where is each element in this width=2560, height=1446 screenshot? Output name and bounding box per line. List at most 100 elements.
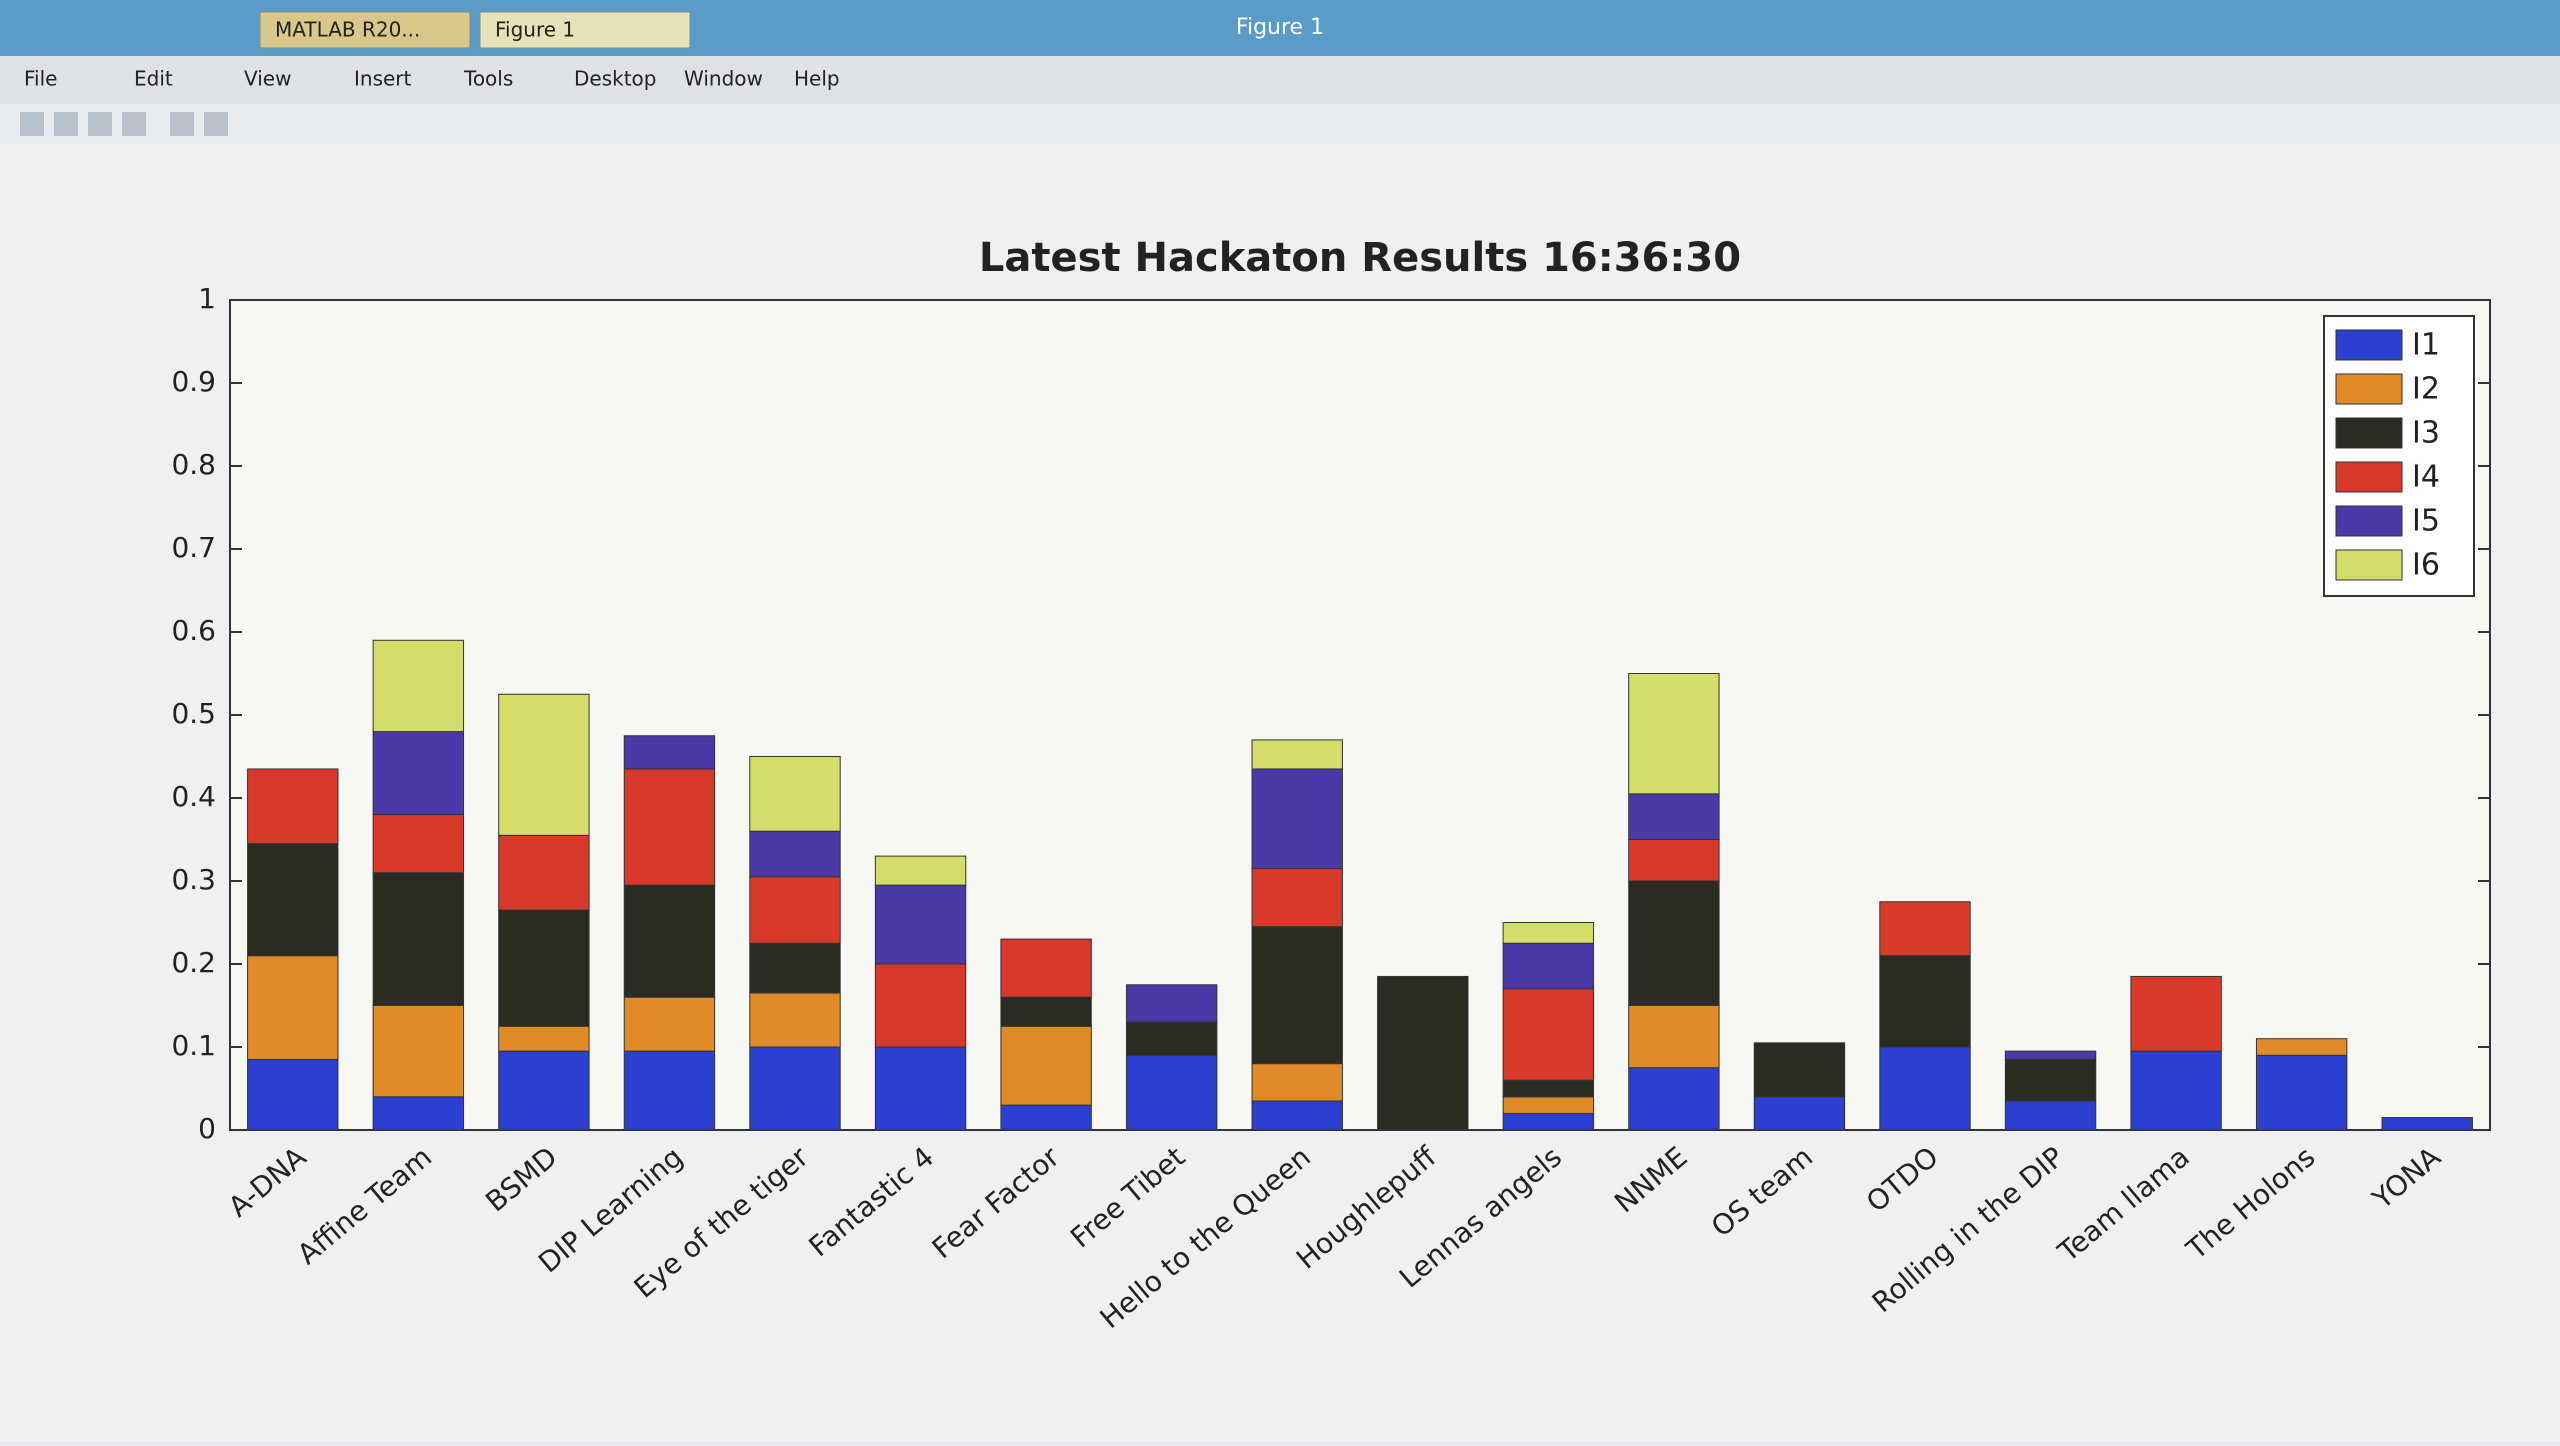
legend-label: I1	[2412, 328, 2440, 363]
bar-segment	[372, 731, 465, 816]
bar-segment	[749, 942, 841, 994]
bar-segment	[372, 872, 465, 1007]
bar-segment	[2004, 1100, 2097, 1131]
bar-segment	[1879, 955, 1971, 1048]
y-tick-label: 0	[198, 1112, 216, 1145]
bar-segment	[1502, 942, 1595, 990]
bar-segment	[1879, 1046, 1971, 1131]
bar-segment	[1879, 901, 1971, 957]
menu-item[interactable]: Tools	[463, 67, 513, 91]
bar-segment	[1251, 926, 1343, 1065]
bar-segment	[1628, 1067, 1720, 1131]
bar-segment	[1251, 868, 1343, 928]
bar-segment	[749, 830, 841, 878]
bar-segment	[247, 768, 339, 845]
menu-item[interactable]: Insert	[354, 67, 412, 91]
menu-bar	[0, 56, 2560, 104]
legend-swatch	[2335, 417, 2403, 449]
tool-icon[interactable]	[170, 112, 194, 136]
bar-segment	[1000, 1104, 1092, 1131]
legend-label: I2	[2412, 372, 2440, 407]
bar-segment	[1125, 1021, 1218, 1056]
bar-segment	[874, 855, 967, 886]
bar-segment	[372, 814, 465, 874]
chart-title: Latest Hackaton Results 16:36:30	[979, 235, 1741, 281]
bar-segment	[498, 834, 590, 911]
bar-segment	[247, 1058, 339, 1131]
bar-segment	[2255, 1038, 2348, 1056]
bar-segment	[1125, 984, 1218, 1023]
legend-label: I5	[2412, 504, 2440, 539]
window-tab[interactable]	[479, 11, 691, 49]
window-tab[interactable]	[259, 11, 471, 49]
legend-label: I6	[2412, 548, 2440, 583]
bar-segment	[874, 1046, 967, 1131]
bar-segment	[1000, 1025, 1092, 1106]
legend-label: I4	[2412, 460, 2440, 495]
tool-icon[interactable]	[20, 112, 44, 136]
bar-segment	[623, 735, 716, 770]
bar-segment	[498, 693, 590, 836]
y-tick-label: 0.9	[171, 365, 216, 398]
bar-segment	[1753, 1096, 1846, 1131]
tool-icon[interactable]	[54, 112, 78, 136]
bar-segment	[623, 884, 716, 998]
bar-segment	[623, 996, 716, 1052]
legend-swatch	[2335, 461, 2403, 493]
bar-segment	[372, 1005, 465, 1098]
bar-segment	[247, 843, 339, 957]
bar-segment	[2004, 1058, 2097, 1102]
plot-area	[229, 299, 2491, 1131]
bar-segment	[1125, 1054, 1218, 1131]
bar-segment	[1753, 1042, 1846, 1098]
bar-segment	[1628, 839, 1720, 882]
bar-segment	[1502, 988, 1595, 1081]
menu-item[interactable]: File	[24, 67, 57, 91]
menu-item[interactable]: Desktop	[574, 67, 656, 91]
bar-segment	[498, 909, 590, 1027]
bar-segment	[2130, 975, 2222, 1052]
bar-segment	[1251, 1100, 1343, 1131]
y-tick-label: 0.6	[171, 614, 216, 647]
y-tick-label: 0.7	[171, 531, 216, 564]
bar-segment	[1502, 1096, 1595, 1114]
bar-segment	[1628, 1005, 1720, 1069]
tool-icon[interactable]	[88, 112, 112, 136]
legend-box	[2323, 315, 2475, 597]
bar-segment	[1251, 1063, 1343, 1102]
bar-segment	[372, 639, 465, 733]
tool-icon[interactable]	[204, 112, 228, 136]
bar-segment	[874, 884, 967, 965]
menu-item[interactable]: Help	[794, 67, 840, 91]
bar-segment	[749, 1046, 841, 1131]
legend-swatch	[2335, 329, 2403, 361]
bar-segment	[498, 1050, 590, 1131]
bar-segment	[1502, 1079, 1595, 1098]
window-title: Figure 1	[1236, 15, 1324, 40]
y-tick-label: 0.3	[171, 863, 216, 896]
bar-segment	[749, 756, 841, 832]
bar-segment	[2130, 1050, 2222, 1131]
tool-icon[interactable]	[122, 112, 146, 136]
bar-segment	[1000, 996, 1092, 1027]
y-tick-label: 1	[198, 282, 216, 315]
y-tick-label: 0.4	[171, 780, 216, 813]
bar-segment	[1628, 673, 1720, 795]
bar-segment	[623, 1050, 716, 1131]
menu-item[interactable]: View	[244, 67, 291, 91]
legend-label: I3	[2412, 416, 2440, 451]
bar-segment	[372, 1096, 465, 1131]
bar-segment	[749, 876, 841, 944]
menu-item[interactable]: Window	[684, 67, 763, 91]
bar-segment	[2255, 1054, 2348, 1131]
legend-swatch	[2335, 505, 2403, 537]
toolbar-icons	[20, 112, 228, 136]
bar-segment	[2381, 1117, 2473, 1131]
bar-segment	[1502, 1112, 1595, 1131]
y-tick-label: 0.2	[171, 946, 216, 979]
bar-segment	[1377, 975, 1469, 1131]
toolbar	[0, 104, 2560, 144]
menu-item[interactable]: Edit	[134, 67, 173, 91]
